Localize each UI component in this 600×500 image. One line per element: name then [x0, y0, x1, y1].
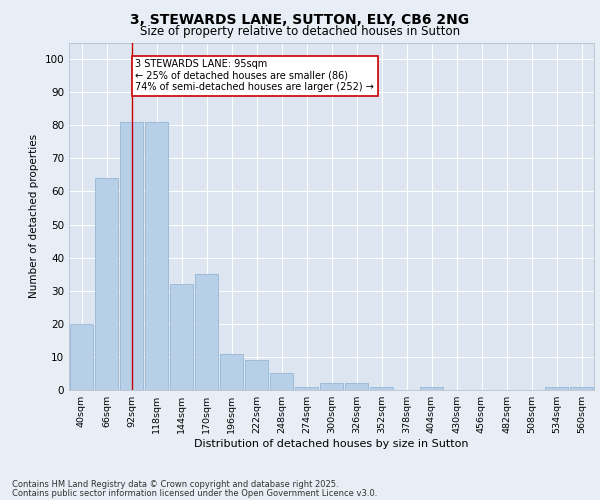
Bar [95, 178, 118, 390]
Bar [145, 122, 168, 390]
Bar [345, 384, 368, 390]
Bar [370, 386, 393, 390]
Text: Size of property relative to detached houses in Sutton: Size of property relative to detached ho… [140, 25, 460, 38]
Bar [245, 360, 268, 390]
Text: 3, STEWARDS LANE, SUTTON, ELY, CB6 2NG: 3, STEWARDS LANE, SUTTON, ELY, CB6 2NG [130, 12, 470, 26]
Text: 3 STEWARDS LANE: 95sqm
← 25% of detached houses are smaller (86)
74% of semi-det: 3 STEWARDS LANE: 95sqm ← 25% of detached… [135, 59, 374, 92]
Bar [70, 324, 93, 390]
Text: Contains public sector information licensed under the Open Government Licence v3: Contains public sector information licen… [12, 489, 377, 498]
Bar [545, 386, 568, 390]
Y-axis label: Number of detached properties: Number of detached properties [29, 134, 39, 298]
Bar [170, 284, 193, 390]
X-axis label: Distribution of detached houses by size in Sutton: Distribution of detached houses by size … [194, 439, 469, 449]
Bar [295, 386, 318, 390]
Bar [420, 386, 443, 390]
Bar [270, 374, 293, 390]
Bar [120, 122, 143, 390]
Text: Contains HM Land Registry data © Crown copyright and database right 2025.: Contains HM Land Registry data © Crown c… [12, 480, 338, 489]
Bar [570, 386, 593, 390]
Bar [195, 274, 218, 390]
Bar [220, 354, 243, 390]
Bar [320, 384, 343, 390]
